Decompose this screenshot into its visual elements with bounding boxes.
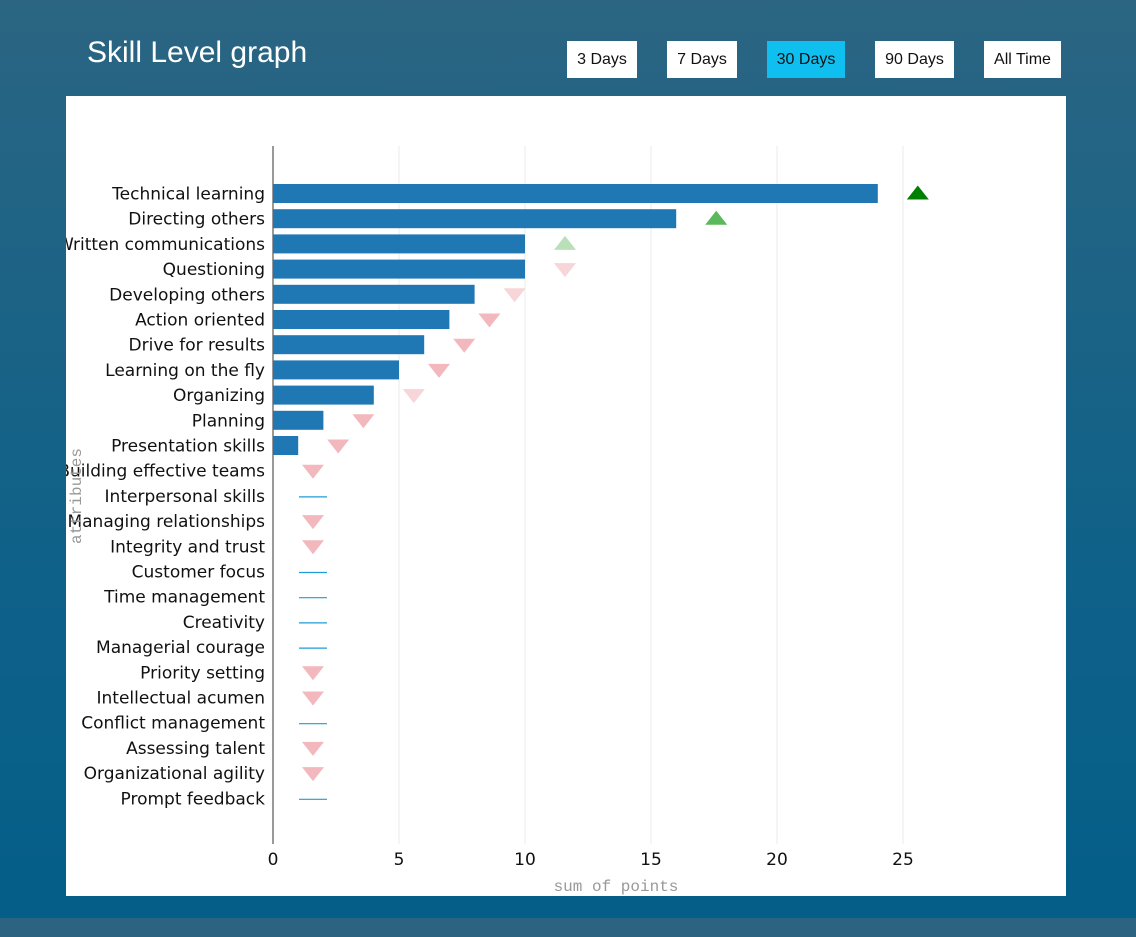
x-tick-label: 25	[892, 850, 914, 870]
range-button-all-time[interactable]: All Time	[984, 41, 1061, 78]
trend-down-marker	[478, 313, 501, 328]
x-tick-label: 15	[640, 850, 662, 870]
trend-down-marker	[302, 464, 324, 479]
range-button-90-days[interactable]: 90 Days	[875, 41, 954, 78]
category-label: Intellectual acumen	[97, 689, 265, 709]
trend-up-marker	[705, 210, 728, 225]
bar	[273, 310, 450, 329]
category-label: Customer focus	[132, 563, 265, 583]
trend-up-marker	[906, 185, 929, 200]
category-label: Presentation skills	[111, 437, 265, 457]
trend-down-marker	[503, 288, 526, 303]
trend-down-marker	[402, 389, 425, 404]
category-label: Creativity	[183, 613, 265, 633]
trend-down-marker	[302, 666, 324, 681]
skill-level-chart: 0 5 10 15 20 25 Technical learning Directing ot…	[66, 96, 1066, 896]
trend-down-marker	[327, 439, 350, 454]
category-label: Directing others	[128, 210, 265, 230]
category-label: Interpersonal skills	[105, 487, 266, 507]
trend-up-marker	[554, 235, 576, 250]
bar	[273, 335, 425, 355]
category-label: Drive for results	[129, 336, 266, 356]
bar	[273, 385, 374, 405]
bar	[273, 259, 525, 279]
page-title: Skill Level graph	[87, 36, 308, 69]
category-label: Learning on the fly	[105, 361, 265, 381]
category-label: Managing relationships	[67, 512, 265, 532]
x-tick-label: 5	[394, 850, 405, 870]
range-button-7-days[interactable]: 7 Days	[667, 41, 737, 78]
category-label: Organizing	[173, 386, 265, 406]
bar	[273, 360, 399, 380]
trend-down-marker	[352, 414, 375, 429]
category-label: Time management	[103, 588, 265, 608]
range-button-3-days[interactable]: 3 Days	[567, 41, 637, 78]
category-label: Building effective teams	[66, 462, 265, 482]
category-label: Written communications	[66, 235, 265, 255]
trend-down-marker	[302, 540, 324, 555]
bar	[273, 184, 878, 203]
category-label: Prompt feedback	[121, 789, 266, 809]
category-label: Integrity and trust	[110, 537, 265, 557]
bar	[273, 410, 324, 430]
category-label: Managerial courage	[96, 638, 265, 658]
trend-down-marker	[453, 338, 476, 353]
category-label: Questioning	[163, 260, 265, 280]
x-tick-label: 0	[268, 850, 279, 870]
bar	[273, 209, 677, 229]
category-label: Organizational agility	[84, 764, 265, 784]
x-axis-title: sum of points	[554, 878, 679, 896]
bar	[273, 284, 475, 304]
bar	[273, 436, 299, 455]
category-label: Priority setting	[140, 663, 265, 683]
category-label: Technical learning	[111, 185, 265, 205]
footer-strip	[0, 918, 1136, 937]
trend-down-marker	[302, 515, 324, 530]
x-tick-label: 20	[766, 850, 788, 870]
trend-down-marker	[302, 767, 324, 782]
y-axis-title: attributes	[68, 448, 86, 544]
bar	[273, 234, 525, 254]
category-label: Action oriented	[135, 311, 265, 331]
range-button-30-days[interactable]: 30 Days	[767, 41, 845, 78]
trend-down-marker	[302, 691, 324, 706]
chart-svg: 0 5 10 15 20 25 Technical learning Directing ot…	[66, 146, 929, 896]
x-tick-label: 10	[514, 850, 536, 870]
trend-down-marker	[302, 741, 324, 756]
trend-down-marker	[554, 263, 576, 278]
trend-down-marker	[428, 363, 450, 378]
category-label: Conflict management	[81, 714, 265, 734]
category-label: Planning	[192, 411, 265, 431]
category-label: Assessing talent	[126, 739, 265, 759]
category-label: Developing others	[109, 285, 265, 305]
